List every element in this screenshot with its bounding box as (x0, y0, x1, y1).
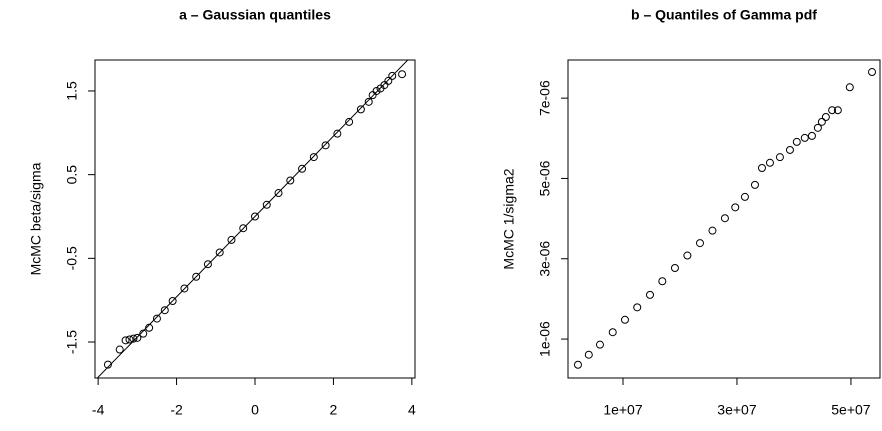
point (775, 153, 784, 162)
point (203, 260, 212, 269)
point (658, 277, 667, 286)
point (145, 323, 154, 332)
point (364, 97, 373, 106)
point (708, 226, 717, 235)
y-tick-label: 1.5 (64, 81, 80, 101)
point (356, 105, 365, 114)
point (670, 263, 679, 272)
point (807, 131, 816, 140)
x-tick-label: 2 (330, 402, 338, 418)
point (720, 214, 729, 223)
point (750, 180, 759, 189)
point (321, 141, 330, 150)
point (608, 328, 617, 337)
point (792, 137, 801, 146)
point (262, 200, 271, 209)
point (168, 297, 177, 306)
y-tick-label: -0.5 (64, 246, 80, 270)
point (845, 83, 854, 92)
point (633, 303, 642, 312)
point (828, 106, 837, 115)
point (121, 336, 130, 345)
point (133, 333, 142, 342)
point (800, 133, 809, 142)
point (695, 239, 704, 248)
y-tick-label: 7e-06 (537, 80, 553, 116)
point (215, 248, 224, 257)
point (286, 176, 295, 185)
point (833, 106, 842, 115)
plot-box (567, 59, 881, 379)
point (125, 335, 134, 344)
point (345, 117, 354, 126)
x-tick-label: -2 (170, 402, 183, 418)
x-tick-label: 1e+07 (603, 402, 643, 418)
point (817, 117, 826, 126)
point (274, 189, 283, 198)
point (152, 314, 161, 323)
x-tick-label: 3e+07 (717, 402, 757, 418)
y-axis-label: McMC beta/sigma (28, 162, 44, 275)
point (309, 153, 318, 162)
point (573, 360, 582, 369)
point (227, 235, 236, 244)
y-tick-label: 1e-06 (537, 321, 553, 357)
point (115, 345, 124, 354)
point (298, 164, 307, 173)
point (813, 123, 822, 132)
point (757, 164, 766, 173)
y-axis-label: McMC 1/sigma2 (501, 168, 517, 269)
point (683, 251, 692, 260)
y-tick-label: 5e-06 (537, 160, 553, 196)
x-tick-label: 5e+07 (831, 402, 871, 418)
chart-title: b – Quantiles of Gamma pdf (631, 7, 817, 23)
point (239, 224, 248, 233)
point (821, 113, 830, 122)
point (595, 340, 604, 349)
x-tick-label: 0 (251, 402, 259, 418)
point (333, 129, 342, 138)
point (192, 272, 201, 281)
point (765, 158, 774, 167)
point (398, 70, 407, 79)
point (785, 145, 794, 154)
point (620, 315, 629, 324)
point (368, 91, 377, 100)
point (129, 334, 138, 343)
point (139, 329, 148, 338)
point (388, 71, 397, 80)
point (740, 192, 749, 201)
point (372, 86, 381, 95)
x-tick-label: -4 (92, 402, 105, 418)
y-tick-label: 3e-06 (537, 241, 553, 277)
point (180, 284, 189, 293)
point (384, 76, 393, 85)
point (868, 68, 877, 77)
point (251, 212, 259, 221)
chart-title: a – Gaussian quantiles (179, 7, 331, 23)
x-tick-label: 4 (408, 402, 416, 418)
reference-line (96, 60, 409, 378)
point (103, 360, 112, 369)
point (160, 306, 169, 315)
y-tick-label: -1.5 (64, 330, 80, 354)
point (646, 290, 655, 299)
y-tick-label: 0.5 (64, 165, 80, 185)
point (584, 350, 593, 359)
point (731, 203, 740, 212)
